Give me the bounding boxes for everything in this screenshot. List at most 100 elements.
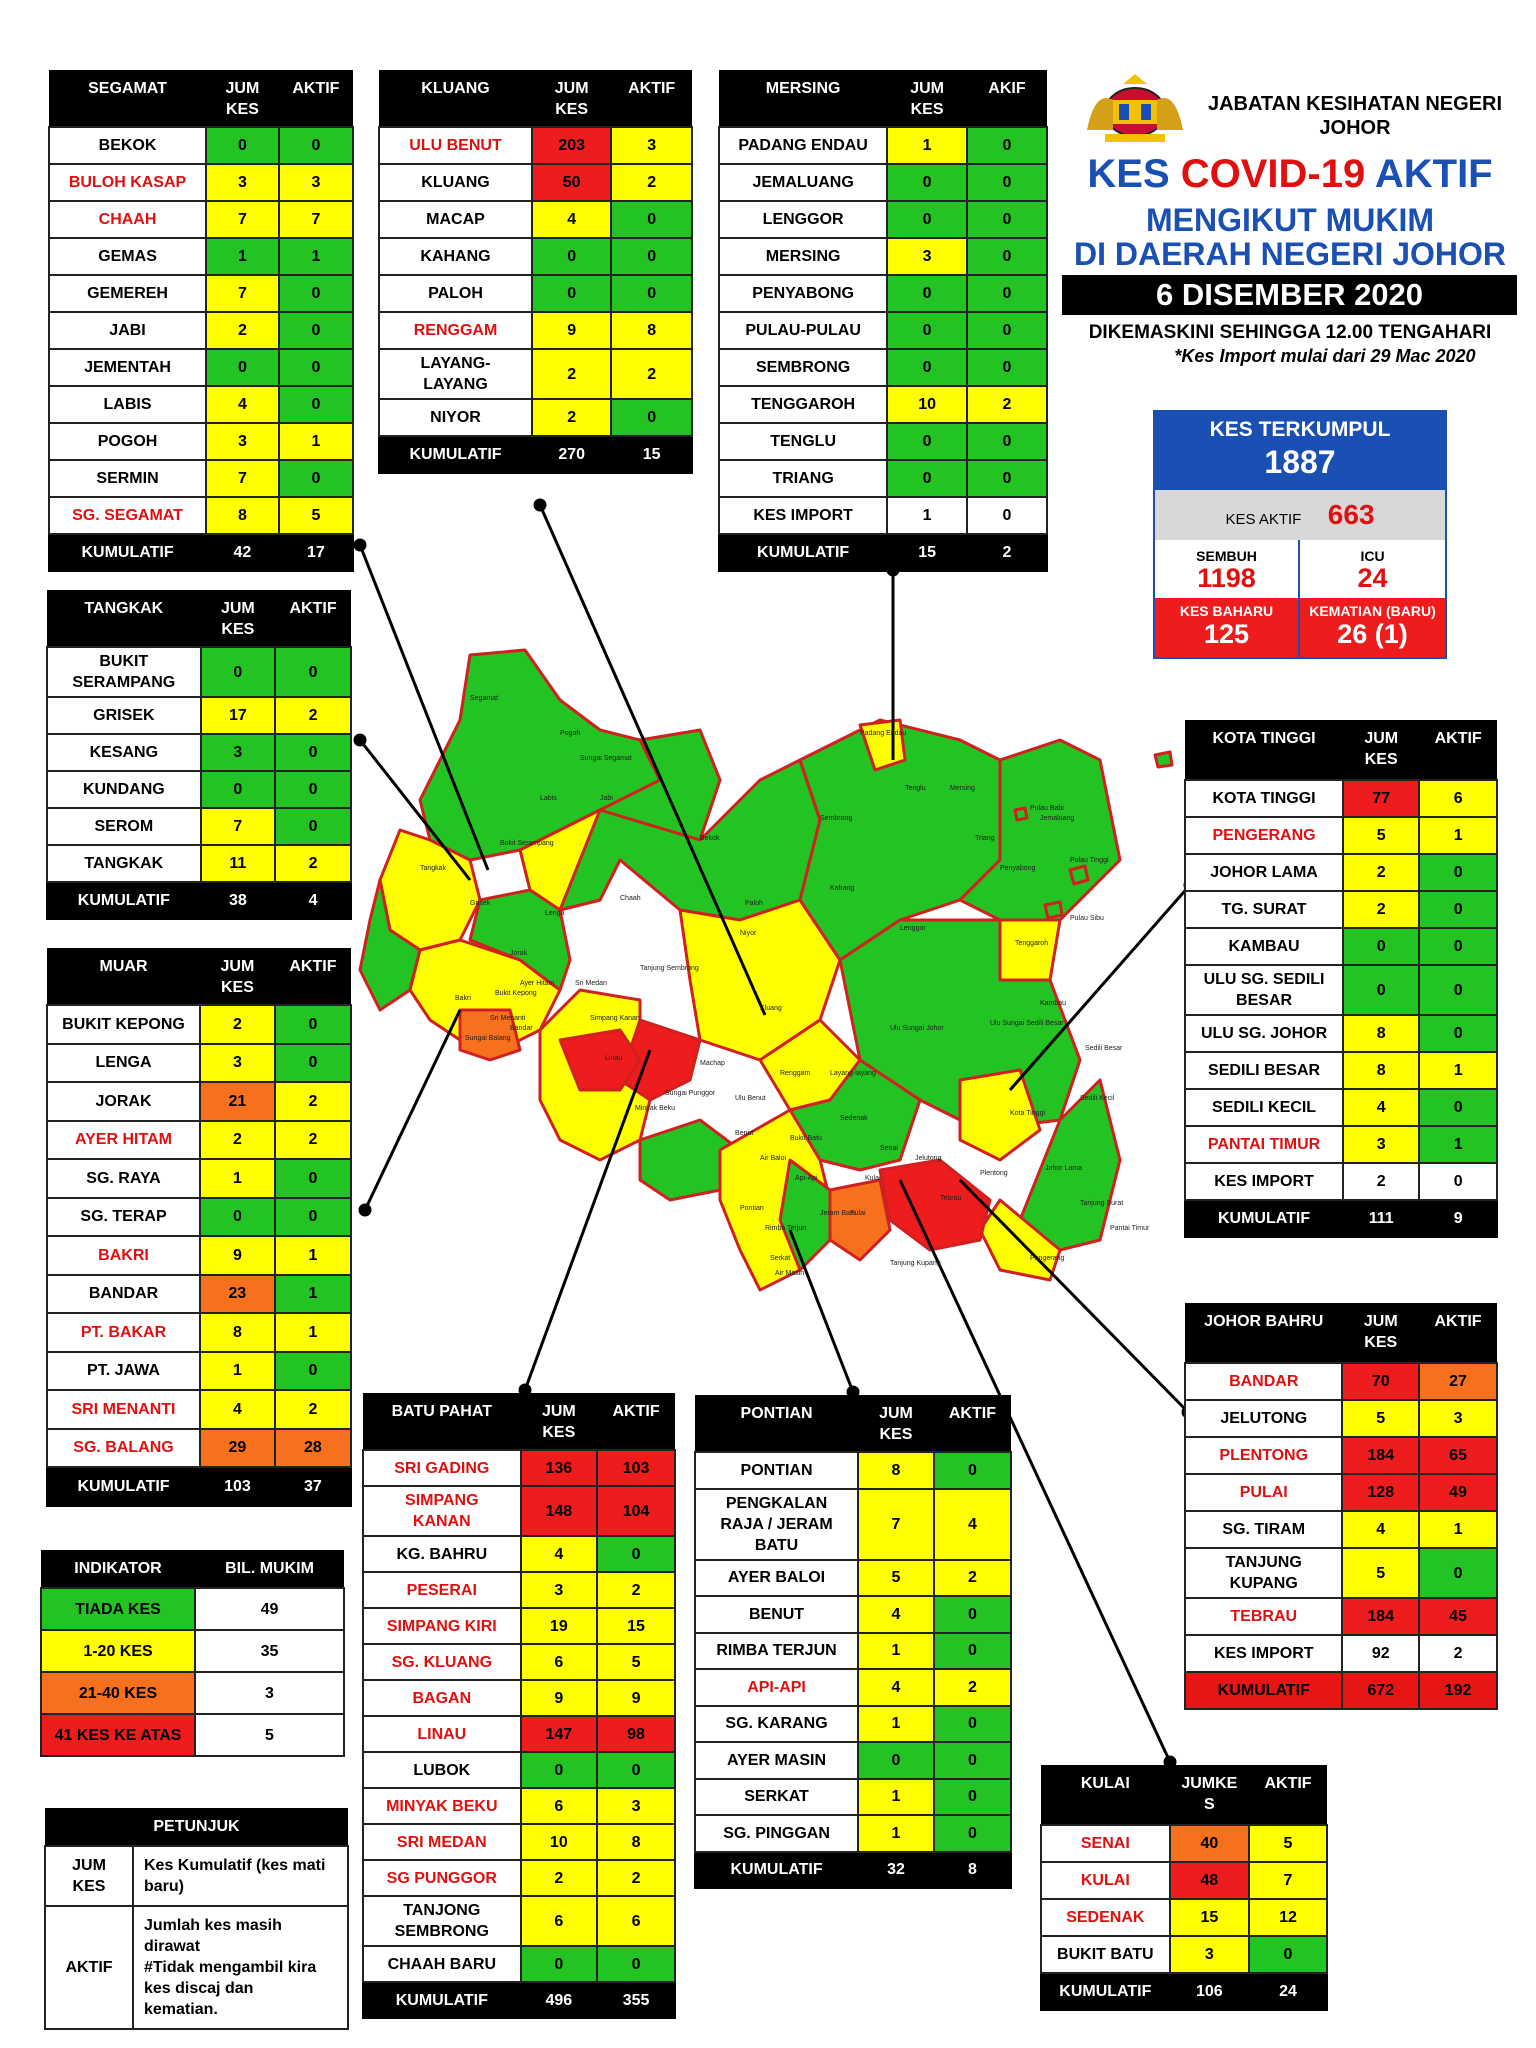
date-banner: 6 DISEMBER 2020 — [1062, 275, 1517, 315]
mukim-name: BUKIT BATU — [1040, 1935, 1171, 1974]
map-place-label: Niyor — [740, 930, 757, 937]
active-cases: 104 — [596, 1485, 676, 1537]
district-table-pontian: PONTIAN JUM KES AKTIF PONTIAN 8 0 PENGKALAN RA… — [693, 1395, 1013, 1889]
summary-active: KES AKTIF 663 — [1155, 490, 1445, 540]
table-row: BANDAR 70 27 — [1183, 1362, 1498, 1401]
map-place-label: Pulai — [850, 1210, 866, 1217]
legend-description: Jumlah kes masih dirawat #Tidak mengambi… — [132, 1905, 349, 2030]
map-place-label: Pulau Tinggi — [1070, 857, 1109, 864]
cumulative-cases: 7 — [205, 274, 280, 313]
cumulative-cases: 0 — [199, 646, 277, 698]
table-row: CHAAH BARU 0 0 — [362, 1945, 676, 1983]
active-cases: 0 — [277, 126, 355, 165]
mukim-name: KUNDANG — [46, 770, 202, 809]
table-row: SG. TIRAM 4 1 — [1183, 1510, 1498, 1549]
map-regions — [358, 648, 1174, 1292]
active-cases: 0 — [274, 770, 352, 809]
table-row: BANDAR 23 1 — [45, 1273, 353, 1314]
map-place-label: Sri Menanti — [490, 1015, 526, 1022]
mukim-name: SERKAT — [693, 1777, 860, 1816]
district-name: MERSING — [719, 70, 888, 127]
cumulative-cases: 2 — [205, 311, 280, 350]
map-region-jb-tebrau — [878, 1158, 992, 1252]
active-cases: 3 — [277, 163, 355, 202]
agency-name: JABATAN KESIHATAN NEGERI JOHOR — [1207, 93, 1503, 139]
map-place-label: Bukit Kepong — [495, 990, 537, 997]
active-cases: 1 — [277, 237, 355, 276]
mukim-name: TENGGAROH — [717, 385, 889, 424]
legend-table: PETUNJUK JUM KES Kes Kumulatif (kes mati … — [44, 1808, 349, 2030]
cumulative-cases: 0 — [531, 237, 613, 276]
indicator-count: 5 — [194, 1713, 345, 1757]
total-row: KUMULATIF 106 24 — [1040, 1972, 1328, 2011]
table-row: AYER HITAM 2 2 — [45, 1119, 353, 1160]
cumulative-cases: 0 — [531, 274, 613, 313]
cumulative-cases: 0 — [886, 200, 968, 239]
cumulative-cases: 0 — [886, 459, 968, 498]
active-cases: 1 — [277, 422, 355, 461]
district-table-kluang: KLUANG JUM KES AKTIF ULU BENUT 203 3 KLUANG 50 2… — [377, 70, 693, 474]
table-row: PESERAI 3 2 — [362, 1571, 676, 1609]
map-place-label: Labis — [540, 795, 557, 802]
table-row: TENGLU 0 0 — [717, 422, 1049, 461]
total-cumulative: 106 — [1168, 1972, 1251, 2011]
total-active: 17 — [277, 533, 355, 572]
cumulative-cases: 11 — [199, 844, 277, 883]
summary-new-label: KES BAHARU — [1179, 603, 1274, 619]
table-row: BEKOK 0 0 — [47, 126, 355, 165]
map-region-island-1 — [1153, 750, 1174, 769]
cumulative-cases: 19 — [519, 1607, 599, 1645]
summary-box: KES TERKUMPUL 1887 KES AKTIF 663 SEMBUH … — [1153, 410, 1447, 659]
mukim-name: JEMENTAH — [47, 348, 208, 387]
col-jum-kes: JUM KES — [858, 1395, 934, 1452]
map-place-label: Lenga — [545, 910, 565, 917]
total-label: KUMULATIF — [717, 533, 889, 572]
col-jum-kes: JUM KES — [206, 70, 279, 127]
active-cases: 2 — [273, 1389, 353, 1430]
indicator-header-count: BIL. MUKIM — [195, 1550, 344, 1588]
cumulative-cases: 0 — [1342, 964, 1421, 1016]
cumulative-cases: 4 — [519, 1535, 599, 1573]
cumulative-cases: 184 — [1341, 1597, 1421, 1636]
active-cases: 2 — [274, 696, 352, 735]
map-place-label: Lenggor — [900, 925, 926, 932]
district-name: BATU PAHAT — [363, 1393, 521, 1450]
cumulative-cases: 0 — [205, 126, 280, 165]
col-aktif: AKTIF — [1249, 1765, 1327, 1825]
total-cumulative: 15 — [886, 533, 968, 572]
active-cases: 27 — [1418, 1362, 1498, 1401]
total-label: KUMULATIF — [377, 435, 534, 474]
total-active: 9 — [1418, 1199, 1498, 1238]
total-label: KUMULATIF — [1040, 1972, 1171, 2011]
total-active: 8 — [932, 1850, 1013, 1889]
cumulative-cases: 3 — [205, 422, 280, 461]
main-title: KES COVID-19 AKTIF — [1055, 152, 1525, 197]
cumulative-cases: 2 — [519, 1859, 599, 1897]
district-table-johor-bahru: JOHOR BAHRU JUM KES AKTIF BANDAR 70 27 JELUTON… — [1183, 1303, 1498, 1710]
total-active: 37 — [273, 1466, 353, 1507]
active-cases: 1 — [273, 1312, 353, 1353]
table-row: SG. KARANG 1 0 — [693, 1704, 1013, 1743]
active-cases: 0 — [932, 1631, 1013, 1670]
mukim-name: TEBRAU — [1183, 1597, 1344, 1636]
mukim-name: PANTAI TIMUR — [1183, 1125, 1345, 1164]
map-place-label: Minyak Beku — [635, 1105, 675, 1112]
mukim-name: PENGKALAN RAJA / JERAM BATU — [693, 1487, 860, 1561]
active-cases: 0 — [1418, 1014, 1498, 1053]
mukim-name: PADANG ENDAU — [717, 126, 889, 165]
table-row: SEDILI KECIL 4 0 — [1183, 1088, 1498, 1127]
mukim-name: PENGERANG — [1183, 816, 1345, 855]
total-row: KUMULATIF 270 15 — [377, 435, 693, 474]
legend-description: Kes Kumulatif (kes mati baru) — [132, 1845, 349, 1907]
table-row: GEMEREH 7 0 — [47, 274, 355, 313]
mukim-name: KAMBAU — [1183, 927, 1345, 966]
table-row: LABIS 4 0 — [47, 385, 355, 424]
col-aktif: AKTIF — [597, 1393, 675, 1450]
cumulative-cases: 0 — [205, 348, 280, 387]
mukim-name: SRI MEDAN — [362, 1823, 522, 1861]
active-cases: 2 — [1418, 1634, 1498, 1673]
cumulative-cases: 23 — [199, 1273, 276, 1314]
active-cases: 2 — [610, 163, 693, 202]
active-cases: 49 — [1418, 1473, 1498, 1512]
indicator-row: TIADA KES 49 — [40, 1587, 345, 1631]
